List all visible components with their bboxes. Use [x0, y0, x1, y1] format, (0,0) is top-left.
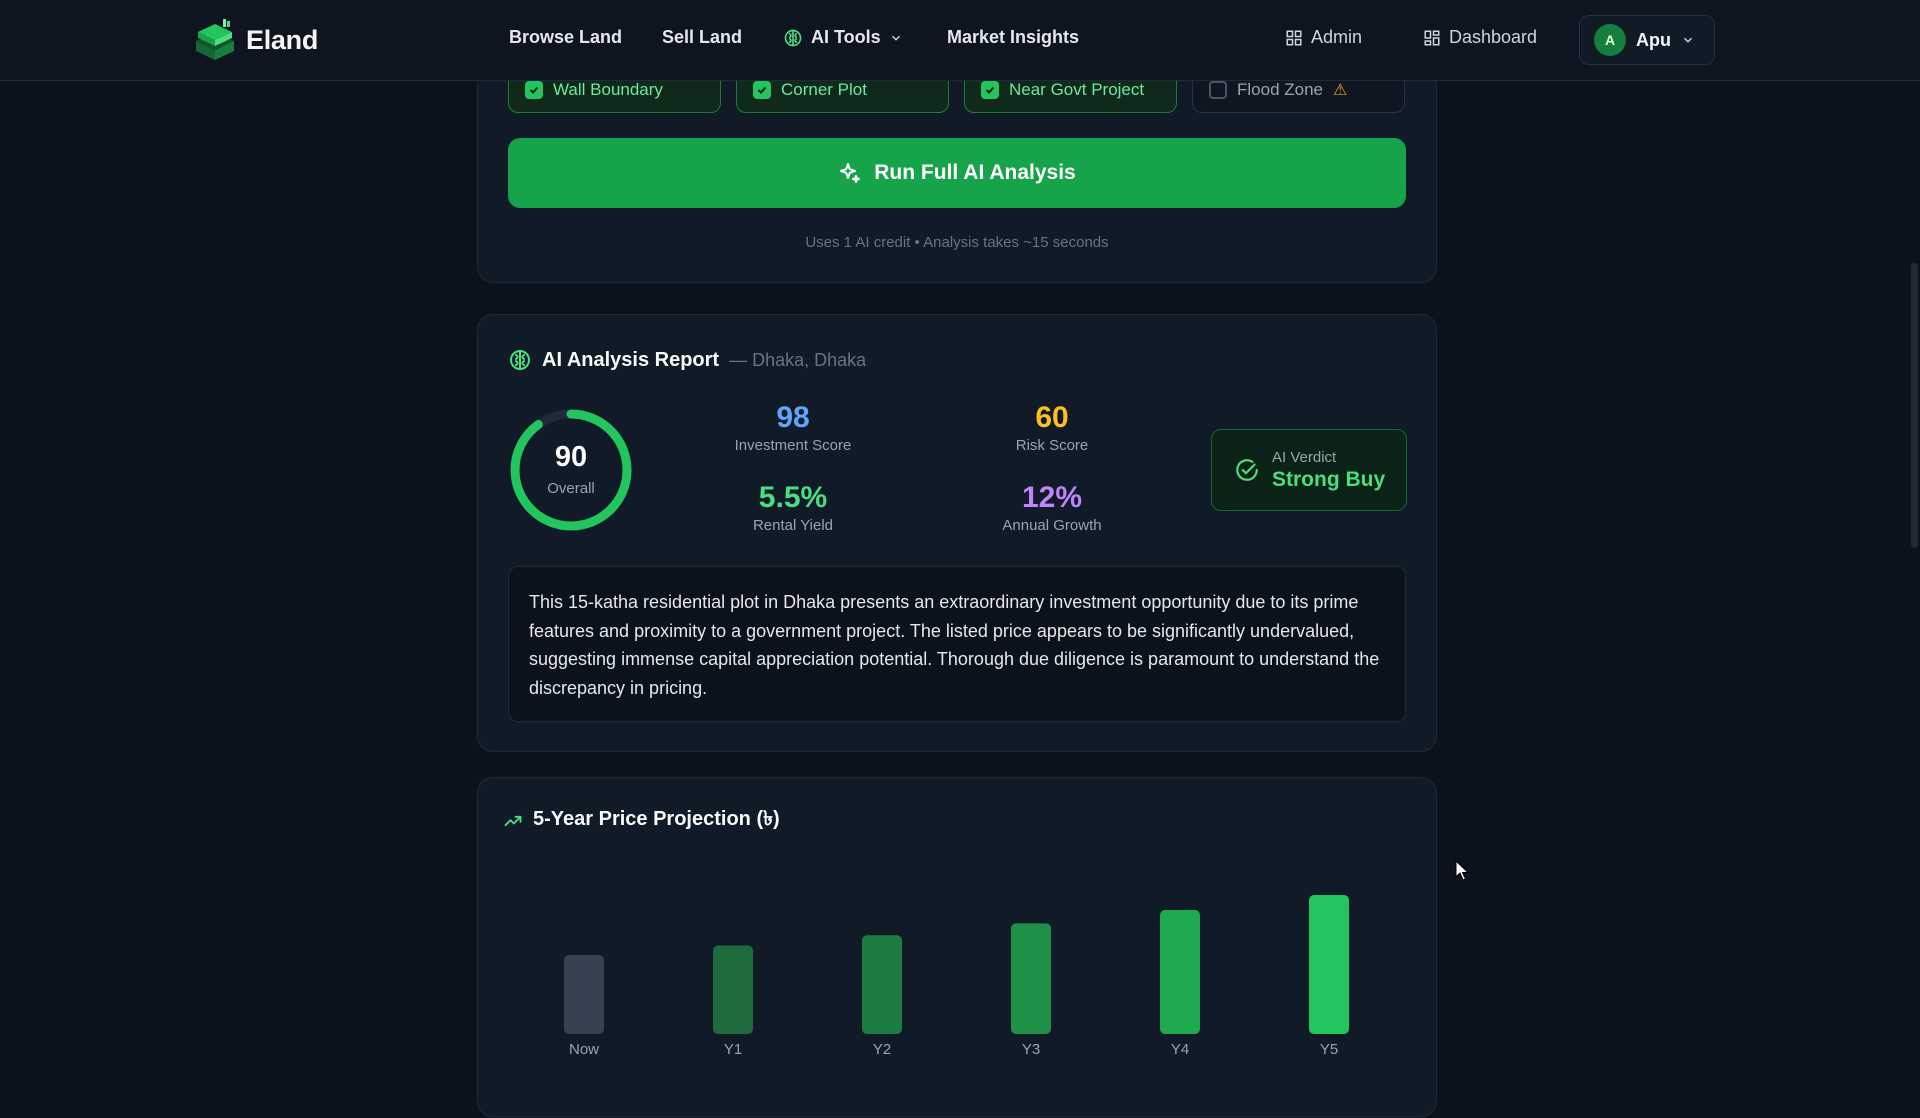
page-scrollbar[interactable] — [1911, 263, 1918, 548]
report-location: — Dhaka, Dhaka — [729, 349, 867, 370]
projection-title: 5-Year Price Projection (৳) — [533, 808, 780, 830]
overall-score-label: Overall — [547, 480, 595, 497]
overall-score-value: 90 — [554, 441, 588, 473]
brand-name: Eland — [246, 24, 319, 55]
rental-yield-value: 5.5% — [758, 481, 828, 514]
nav-admin-label: Admin — [1311, 27, 1363, 47]
trending-up-icon — [504, 815, 522, 826]
feature-label: Wall Boundary — [553, 80, 663, 99]
projection-tick-label: Y2 — [873, 1041, 891, 1058]
nav-sell-land-label: Sell Land — [662, 27, 743, 47]
analysis-summary-text: This 15-katha residential plot in Dhaka … — [508, 566, 1406, 722]
overall-score-ring — [510, 409, 632, 531]
dashboard-icon — [1424, 30, 1440, 45]
nav-admin[interactable]: Admin — [1285, 27, 1362, 48]
checkbox-checked-icon — [525, 81, 543, 99]
brand-logo[interactable]: Eland — [194, 18, 318, 62]
ai-verdict-badge: AI Verdict Strong Buy — [1211, 429, 1407, 511]
projection-bar-y3 — [1011, 923, 1051, 1034]
projection-tick-label: Y5 — [1320, 1041, 1338, 1058]
avatar: A — [1594, 24, 1626, 56]
nav-browse-land-label: Browse Land — [509, 27, 623, 47]
report-header: AI Analysis Report — Dhaka, Dhaka — [508, 348, 866, 372]
annual-growth-label: Annual Growth — [1002, 517, 1102, 534]
projection-header: 5-Year Price Projection (৳) — [503, 804, 780, 837]
projection-bar-now — [564, 955, 604, 1034]
investment-score: 98 Investment Score — [693, 401, 893, 454]
user-menu-button[interactable]: A Apu — [1579, 15, 1715, 65]
price-projection-card: 5-Year Price Projection (৳) Now Y1 Y2 Y3 Y4 Y… — [477, 777, 1437, 1117]
ai-analysis-report-card: AI Analysis Report — Dhaka, Dhaka 90 Ove… — [477, 314, 1437, 752]
brain-icon — [510, 350, 530, 370]
ai-credit-note: Uses 1 AI credit • Analysis takes ~15 se… — [805, 234, 1109, 251]
rental-yield-label: Rental Yield — [752, 517, 834, 534]
nav-ai-tools-label: AI Tools — [811, 27, 881, 47]
chevron-down-icon — [891, 35, 900, 41]
projection-bar-y5 — [1309, 895, 1349, 1034]
annual-growth: 12% Annual Growth — [952, 481, 1152, 534]
nav-browse-land[interactable]: Browse Land — [509, 27, 622, 48]
run-ai-analysis-label: Run Full AI Analysis — [874, 161, 1076, 184]
nav-market-insights[interactable]: Market Insights — [947, 27, 1079, 48]
projection-tick-label: Now — [569, 1041, 599, 1058]
warning-icon: ⚠ — [1333, 82, 1348, 99]
report-title: AI Analysis Report — [542, 348, 720, 371]
feature-label: Near Govt Project — [1009, 80, 1145, 99]
price-projection-chart: Now Y1 Y2 Y3 Y4 Y5 — [564, 895, 1349, 1058]
projection-bar-y1 — [713, 945, 753, 1034]
checkbox-checked-icon — [981, 81, 999, 99]
feature-label: Corner Plot — [781, 80, 867, 99]
annual-growth-value: 12% — [1021, 481, 1083, 514]
run-ai-analysis-button[interactable]: Run Full AI Analysis — [508, 138, 1406, 208]
feature-label: Flood Zone — [1237, 80, 1323, 99]
risk-score-value: 60 — [1035, 401, 1069, 434]
checkbox-checked-icon — [753, 81, 771, 99]
investment-score-value: 98 — [776, 401, 810, 434]
grid-icon — [1286, 30, 1302, 45]
brain-icon — [784, 29, 802, 46]
projection-bar-y4 — [1160, 910, 1200, 1034]
nav-sell-land[interactable]: Sell Land — [662, 27, 742, 48]
projection-tick-label: Y4 — [1171, 1041, 1189, 1058]
check-circle-icon — [1236, 459, 1258, 481]
nav-ai-tools[interactable]: AI Tools — [783, 27, 903, 48]
user-name: Apu — [1636, 29, 1671, 50]
ai-verdict-value: Strong Buy — [1272, 467, 1386, 491]
chevron-down-icon — [1683, 37, 1693, 43]
projection-tick-label: Y1 — [724, 1041, 742, 1058]
sparkles-icon — [840, 163, 861, 183]
eland-logo-icon — [196, 19, 234, 60]
projection-bar-y2 — [862, 935, 902, 1034]
checkbox-unchecked-icon — [1209, 81, 1227, 99]
risk-score: 60 Risk Score — [952, 401, 1152, 454]
risk-score-label: Risk Score — [1015, 437, 1089, 454]
nav-dashboard-label: Dashboard — [1449, 27, 1538, 47]
top-navbar: Eland Browse Land Sell Land AI Tools Mar… — [0, 0, 1920, 81]
projection-tick-label: Y3 — [1022, 1041, 1040, 1058]
investment-score-label: Investment Score — [734, 437, 852, 454]
mouse-cursor-icon — [1455, 860, 1469, 881]
nav-market-insights-label: Market Insights — [947, 27, 1080, 47]
ai-verdict-label: AI Verdict — [1272, 448, 1337, 466]
nav-dashboard[interactable]: Dashboard — [1423, 27, 1537, 48]
rental-yield: 5.5% Rental Yield — [693, 481, 893, 534]
